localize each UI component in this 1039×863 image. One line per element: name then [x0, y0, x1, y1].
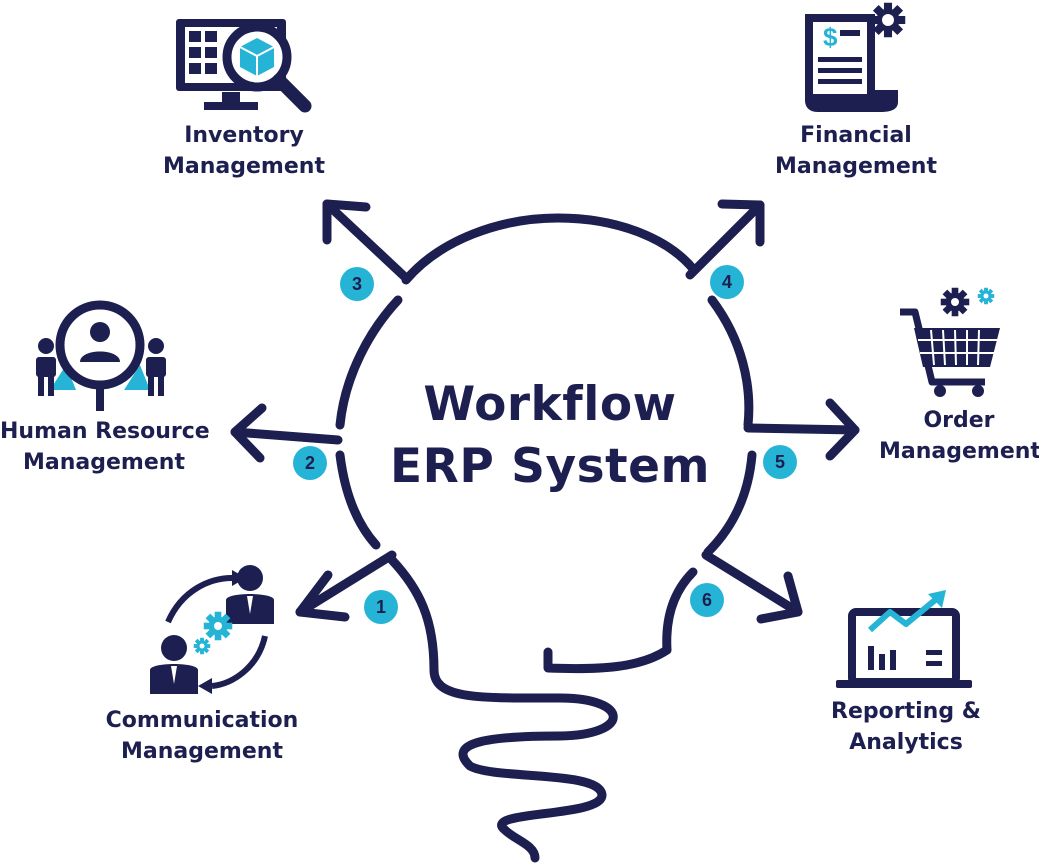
- human-resource-icon: [36, 305, 166, 411]
- module-label-line2: Management: [879, 436, 1039, 467]
- module-label-inventory: Inventory Management: [134, 120, 354, 182]
- module-label-line1: Inventory: [134, 120, 354, 151]
- arrow-human-resource: [235, 408, 338, 458]
- module-label-reporting: Reporting & Analytics: [806, 696, 1006, 758]
- module-label-line1: Human Resource: [0, 416, 208, 447]
- step-badge-3: 3: [340, 267, 374, 301]
- module-label-line1: Reporting &: [806, 696, 1006, 727]
- inventory-icon: [176, 19, 305, 110]
- module-label-line2: Analytics: [806, 727, 1006, 758]
- lightbulb-outline: [340, 218, 752, 858]
- diagram-title-line1: Workflow: [360, 375, 740, 435]
- step-badge-5: 5: [763, 445, 797, 479]
- reporting-analytics-icon: [836, 590, 972, 688]
- module-label-financial: Financial Management: [746, 120, 966, 182]
- module-label-communication: Communication Management: [92, 705, 312, 767]
- module-label-line2: Management: [134, 151, 354, 182]
- module-label-line1: Communication: [92, 705, 312, 736]
- step-badge-2: 2: [293, 446, 327, 480]
- module-label-line1: Financial: [746, 120, 966, 151]
- module-label-human-resource: Human Resource Management: [0, 416, 208, 478]
- diagram-title-line2: ERP System: [360, 437, 740, 497]
- step-badge-6: 6: [690, 583, 724, 617]
- svg-text:$: $: [823, 22, 838, 52]
- communication-icon: [150, 565, 274, 694]
- module-label-line2: Management: [0, 447, 208, 478]
- arrow-inventory: [327, 204, 406, 278]
- financial-icon: $: [805, 3, 905, 112]
- module-label-line2: Management: [746, 151, 966, 182]
- step-badge-1: 1: [364, 590, 398, 624]
- module-label-order: Order Management: [879, 405, 1039, 467]
- module-label-line2: Management: [92, 736, 312, 767]
- step-badge-4: 4: [710, 265, 744, 299]
- order-cart-icon: [900, 288, 1000, 397]
- module-label-line1: Order: [879, 405, 1039, 436]
- arrow-order: [748, 403, 855, 456]
